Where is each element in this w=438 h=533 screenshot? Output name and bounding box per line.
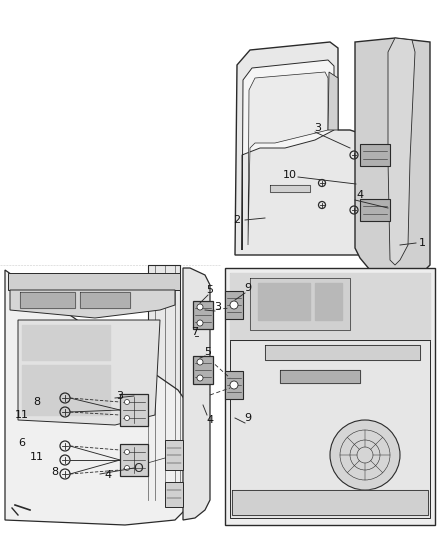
Text: 4: 4 (206, 415, 214, 425)
Polygon shape (270, 185, 310, 192)
Text: 10: 10 (283, 170, 297, 180)
Bar (165, 440, 183, 470)
Text: 3: 3 (215, 302, 222, 312)
Text: 8: 8 (33, 397, 41, 407)
Polygon shape (388, 38, 415, 265)
Text: 4: 4 (104, 470, 112, 480)
Bar (120, 394, 148, 426)
Polygon shape (8, 273, 180, 290)
Circle shape (124, 465, 130, 471)
Text: 2: 2 (233, 215, 240, 225)
Bar (225, 371, 243, 399)
Polygon shape (280, 370, 360, 383)
Polygon shape (225, 268, 435, 525)
Text: 6: 6 (18, 438, 25, 448)
Circle shape (197, 375, 203, 381)
Text: O: O (133, 462, 143, 474)
Text: 8: 8 (51, 467, 59, 477)
Text: 3: 3 (314, 123, 321, 133)
Polygon shape (148, 265, 180, 500)
Polygon shape (22, 325, 110, 360)
Text: 4: 4 (357, 190, 364, 200)
Polygon shape (265, 345, 420, 360)
Polygon shape (355, 38, 430, 280)
Circle shape (230, 301, 238, 309)
Polygon shape (328, 72, 338, 130)
Polygon shape (5, 270, 185, 525)
Bar (193, 356, 213, 384)
Polygon shape (248, 72, 328, 245)
Bar (120, 444, 148, 476)
Polygon shape (230, 273, 430, 518)
Polygon shape (232, 490, 428, 515)
Polygon shape (258, 283, 310, 320)
Bar (360, 144, 390, 166)
Circle shape (197, 320, 203, 326)
Circle shape (197, 304, 203, 310)
Polygon shape (22, 365, 110, 415)
Polygon shape (18, 320, 160, 425)
Polygon shape (80, 292, 130, 308)
Polygon shape (235, 42, 395, 255)
Circle shape (124, 400, 130, 405)
Polygon shape (230, 273, 430, 340)
Circle shape (124, 449, 130, 455)
Circle shape (330, 420, 400, 490)
Circle shape (197, 359, 203, 365)
Text: 3: 3 (117, 391, 124, 401)
Circle shape (230, 381, 238, 389)
Polygon shape (315, 283, 342, 320)
Bar (360, 199, 390, 221)
Bar (193, 301, 213, 329)
Text: 9: 9 (244, 413, 251, 423)
Polygon shape (10, 290, 175, 318)
Polygon shape (20, 292, 75, 308)
Polygon shape (250, 278, 350, 330)
Polygon shape (242, 60, 334, 250)
Text: 5: 5 (205, 347, 212, 357)
Bar (225, 291, 243, 319)
Text: 11: 11 (15, 410, 29, 420)
Polygon shape (183, 268, 210, 520)
Text: 1: 1 (418, 238, 425, 248)
Text: 5: 5 (206, 285, 213, 295)
Text: 11: 11 (30, 452, 44, 462)
Circle shape (124, 416, 130, 421)
Bar (165, 482, 183, 507)
Text: 7: 7 (191, 327, 198, 337)
Text: 9: 9 (244, 283, 251, 293)
